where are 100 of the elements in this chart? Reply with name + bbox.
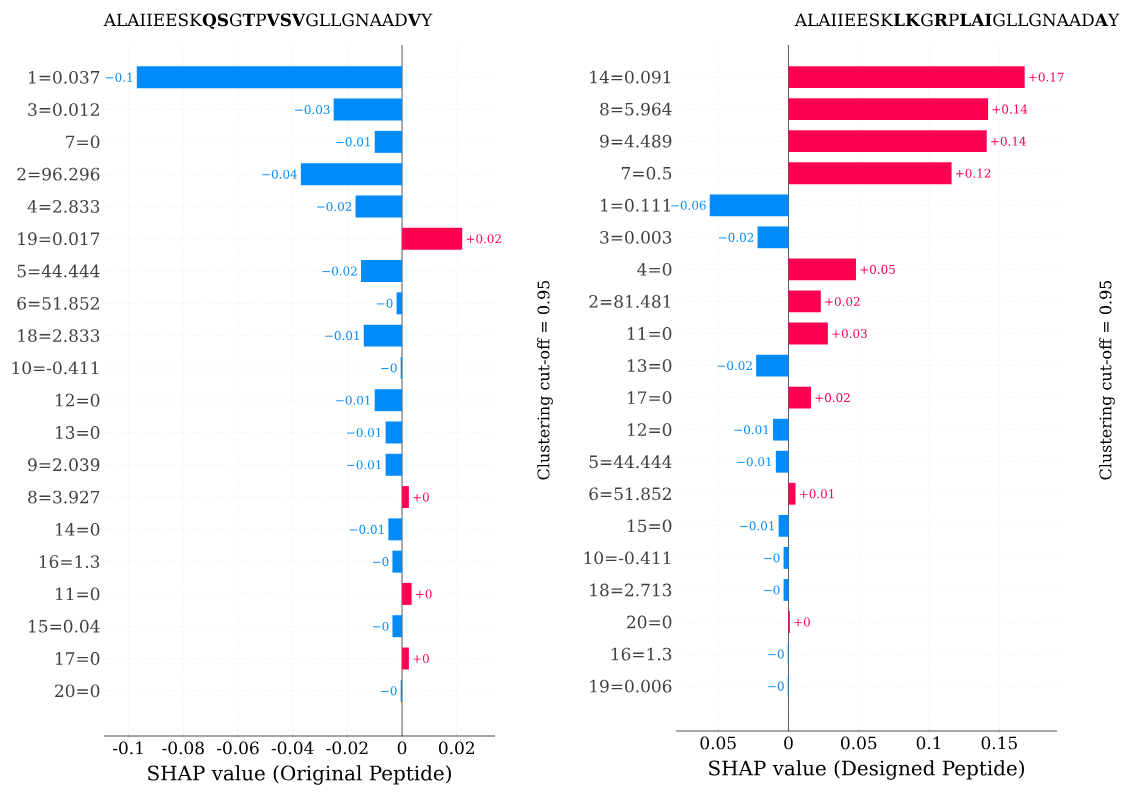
y-tick-label: 4=0: [637, 262, 672, 276]
data-label: −0.01: [740, 521, 774, 531]
data-label: +0.05: [860, 264, 895, 274]
bar: [778, 514, 789, 537]
y-tick-label: 7=0.5: [622, 166, 672, 180]
text: Clustering cut-off = 0.95: [537, 280, 553, 480]
chart-title: ALAIIEESKQSGTPVSVGLLGNAADVY: [103, 13, 433, 30]
y-tick-label: 8=3.927: [28, 490, 100, 504]
data-label: +0.02: [815, 393, 850, 403]
y-tick-label: 19=0.006: [590, 679, 672, 693]
x-tick-label: 0: [784, 736, 793, 750]
bar: [385, 421, 403, 444]
data-label: −0: [381, 363, 397, 373]
data-label: −0.01: [737, 457, 771, 467]
data-label: −0.1: [105, 72, 132, 82]
bar: [392, 615, 403, 638]
data-label: −0.01: [336, 395, 370, 405]
y-tick-label: 8=5.964: [600, 102, 672, 116]
y-tick-label: 15=0: [628, 519, 672, 533]
bar: [788, 130, 987, 153]
bar: [333, 98, 403, 121]
y-tick-label: 18=2.713: [590, 583, 672, 597]
data-label: +0.12: [956, 168, 991, 178]
x-axis-title: SHAP value (Original Peptide): [148, 765, 451, 785]
bar: [788, 98, 989, 121]
y-tick-label: 13=0: [56, 426, 100, 439]
data-label: −0: [768, 649, 784, 659]
x-tick-label: 0: [397, 741, 407, 755]
data-label: −0.01: [349, 524, 384, 534]
data-label: −0.01: [336, 137, 370, 147]
y-tick-label: 11=0: [56, 587, 100, 601]
data-label: −0: [764, 585, 780, 595]
data-label: +0: [413, 492, 429, 502]
y-tick-label: 1=0.037: [29, 70, 100, 84]
text: Clustering cut-off = 0.95: [1099, 280, 1115, 480]
y-tick-label: 2=96.296: [17, 167, 100, 181]
bar: [374, 130, 403, 153]
x-tick-label: -0.1: [113, 741, 143, 755]
bar: [374, 389, 403, 412]
y-tick-label: 3=0.003: [600, 230, 672, 244]
bar: [385, 453, 403, 476]
bar: [788, 482, 796, 505]
y-tick-label: 17=0: [628, 391, 672, 405]
bar: [392, 550, 403, 573]
bar: [363, 324, 403, 347]
bar: [756, 354, 789, 377]
bar: [788, 66, 1025, 88]
x-tick-label: 0.1: [916, 736, 941, 750]
data-label: −0: [764, 553, 780, 563]
x-tick-label: -0.06: [217, 741, 259, 755]
bar: [757, 226, 789, 249]
y-tick-label: 12=0: [628, 423, 672, 437]
data-label: −0.01: [347, 427, 381, 438]
y-tick-label: 16=1.3: [611, 647, 672, 661]
y-tick-label: 7=0: [66, 135, 100, 149]
bar: [136, 66, 403, 89]
bar: [300, 163, 403, 186]
y-tick-label: 9=2.039: [28, 458, 100, 472]
data-label: +0.01: [799, 489, 834, 499]
y-tick-label: 14=0.091: [590, 70, 671, 84]
y-tick-label: 13=0: [628, 359, 672, 372]
bar: [775, 450, 789, 473]
y-tick-label: 5=44.444: [17, 264, 100, 278]
y-tick-label: 10=-0.411: [584, 551, 671, 565]
y-tick-label: 10=-0.411: [12, 361, 99, 375]
data-label: +0.02: [466, 234, 501, 244]
x-tick-label: 0.15: [981, 736, 1017, 750]
data-label: −0: [381, 686, 397, 696]
data-label: −0.01: [347, 460, 381, 470]
bar: [402, 647, 409, 670]
data-label: −0: [377, 298, 393, 308]
bar: [788, 386, 811, 409]
chart-title: ALAIIEESKLKGRPLAIGLLGNAADAY: [794, 13, 1120, 27]
y-tick-label: 5=44.444: [589, 455, 672, 469]
data-label: −0.01: [325, 331, 359, 341]
bar: [402, 227, 463, 250]
x-axis-title: SHAP value (Designed Peptide): [709, 760, 1024, 780]
y-tick-label: 12=0: [56, 393, 100, 407]
bar: [773, 418, 789, 441]
data-label: +0.17: [1029, 72, 1064, 82]
y-tick-label: 1=0.111: [601, 198, 671, 212]
y-tick-label: 19=0.017: [18, 232, 100, 246]
data-label: −0.02: [316, 201, 352, 211]
data-label: +0.03: [832, 328, 867, 339]
x-tick-label: 0.02: [438, 741, 474, 755]
y-tick-label: 20=0: [55, 684, 100, 698]
data-label: −0.01: [734, 425, 769, 435]
data-label: +0.02: [825, 296, 860, 306]
data-label: −0.02: [322, 266, 357, 276]
y-tick-label: 16=1.3: [39, 555, 100, 569]
data-label: −0.02: [718, 232, 754, 242]
data-label: +0.14: [991, 136, 1026, 146]
data-label: −0: [372, 621, 389, 631]
y-tick-label: 11=0: [628, 327, 672, 340]
y-tick-label: 17=0: [56, 652, 100, 665]
y-tick-label: 20=0: [627, 615, 672, 629]
y-tick-label: 6=51.852: [589, 487, 671, 501]
data-label: +0.14: [992, 104, 1028, 114]
y-tick-label: 2=81.481: [589, 295, 671, 308]
bar: [788, 322, 828, 345]
